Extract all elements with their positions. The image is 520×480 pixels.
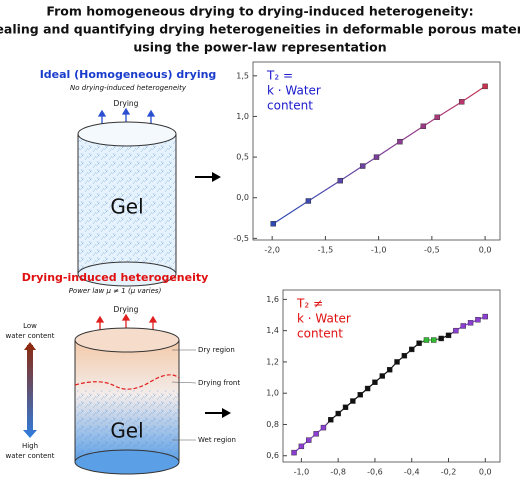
- y-tick-label: 0,8: [266, 420, 279, 429]
- data-point: [482, 313, 488, 320]
- annotation: k · Water: [267, 84, 321, 98]
- y-tick-label: -0,5: [233, 234, 249, 243]
- data-point: [364, 385, 371, 392]
- arrow: [205, 408, 231, 418]
- annotation: T₂ =: [266, 69, 293, 83]
- data-point: [359, 163, 366, 169]
- data-point: [320, 424, 327, 431]
- title-line: From homogeneous drying to drying-induce…: [46, 4, 473, 19]
- data-point: [342, 404, 349, 410]
- water-content-arrow: [23, 342, 37, 438]
- data-point: [453, 327, 459, 334]
- title-line: using the power-law representation: [133, 40, 386, 55]
- annotation: k · Water: [297, 312, 351, 326]
- x-tick-label: -1,0: [371, 246, 387, 255]
- y-tick-label: 1,0: [266, 389, 279, 398]
- data-point: [431, 337, 437, 343]
- data-point: [386, 367, 393, 373]
- y-tick-label: 0,5: [236, 153, 249, 162]
- data-point: [445, 332, 452, 339]
- data-point: [372, 379, 378, 385]
- region-label: Drying front: [198, 379, 240, 387]
- water-label: water content: [6, 332, 55, 340]
- arrow: [195, 172, 221, 182]
- y-tick-label: 1,2: [266, 357, 279, 366]
- x-tick-label: -2,0: [264, 246, 280, 255]
- data-point: [420, 123, 427, 129]
- data-point: [373, 154, 380, 160]
- x-tick-label: 0,0: [479, 468, 492, 477]
- y-tick-label: 1,4: [266, 326, 279, 335]
- y-tick-label: 1,6: [266, 295, 279, 304]
- x-tick-label: -0,4: [404, 468, 420, 477]
- data-point: [379, 373, 386, 379]
- data-point: [305, 198, 312, 204]
- gel-cylinder: [74, 327, 197, 475]
- data-point: [337, 177, 344, 184]
- water-label: Low: [23, 322, 37, 330]
- data-point: [409, 346, 415, 353]
- x-tick-label: -0,6: [367, 468, 383, 477]
- y-tick-label: 1,0: [236, 112, 249, 121]
- y-tick-label: 0,6: [266, 451, 279, 460]
- x-tick-label: -1,0: [294, 468, 310, 477]
- data-point: [357, 392, 363, 398]
- water-label: water content: [6, 452, 55, 460]
- drying-label: Drying: [114, 305, 139, 314]
- data-point: [438, 335, 444, 342]
- region-label: Dry region: [198, 346, 235, 354]
- data-point: [328, 417, 334, 423]
- data-point: [482, 83, 488, 90]
- title-line: revealing and quantifying drying heterog…: [0, 22, 520, 37]
- panel-subheading: Power law μ ≠ 1 (μ varies): [69, 287, 162, 295]
- data-point: [335, 410, 341, 417]
- drying-label: Drying: [114, 99, 139, 108]
- x-tick-label: -1,5: [318, 246, 334, 255]
- data-point: [270, 221, 276, 227]
- gel-cylinder: [77, 121, 177, 287]
- data-point: [401, 352, 408, 359]
- data-point: [475, 317, 481, 323]
- data-line: [272, 85, 486, 225]
- x-tick-label: -0,2: [441, 468, 457, 477]
- annotation: content: [267, 99, 313, 113]
- annotation: T₂ ≠: [296, 297, 323, 311]
- data-point: [458, 99, 465, 105]
- y-tick-label: 1,5: [236, 71, 249, 80]
- data-point: [306, 437, 312, 443]
- data-point: [394, 359, 400, 365]
- region-label: Wet region: [198, 436, 236, 444]
- panel-heading: Drying-induced heterogeneity: [22, 271, 209, 284]
- data-point: [298, 443, 305, 450]
- plot-frame: [252, 61, 501, 241]
- data-point: [397, 138, 403, 145]
- data-point: [434, 114, 440, 120]
- panel-heading: Ideal (Homogeneous) drying: [40, 68, 217, 81]
- data-point: [416, 340, 422, 346]
- gel-label: Gel: [110, 195, 143, 219]
- x-tick-label: 0,0: [479, 246, 492, 255]
- y-tick-label: 0,0: [236, 193, 249, 202]
- data-point: [467, 320, 474, 326]
- x-tick-label: -0,8: [330, 468, 346, 477]
- data-point: [313, 431, 319, 437]
- annotation: content: [297, 327, 343, 341]
- x-tick-label: -0,5: [424, 246, 440, 255]
- panel-subheading: No drying-induced heterogeneity: [70, 84, 187, 92]
- data-point: [350, 398, 356, 404]
- gel-label: Gel: [110, 419, 143, 443]
- plot-frame: [282, 289, 501, 463]
- data-point: [460, 323, 466, 329]
- water-label: High: [22, 442, 38, 450]
- data-point: [291, 449, 297, 456]
- data-point: [423, 337, 430, 343]
